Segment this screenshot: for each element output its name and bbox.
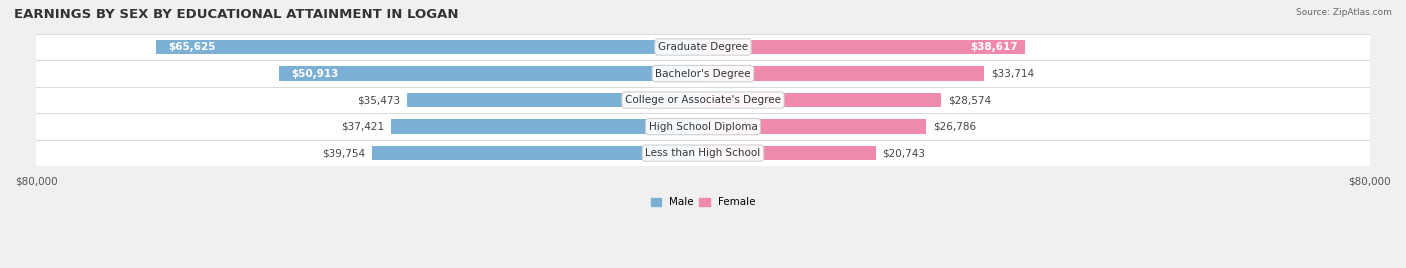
Bar: [408, 93, 703, 107]
Bar: [37, 87, 1369, 113]
Legend: Male, Female: Male, Female: [647, 193, 759, 211]
Bar: [703, 40, 1025, 54]
Text: $50,913: $50,913: [291, 69, 339, 79]
Text: $65,625: $65,625: [169, 42, 217, 52]
Text: College or Associate's Degree: College or Associate's Degree: [626, 95, 780, 105]
Bar: [278, 66, 703, 81]
Text: $38,617: $38,617: [970, 42, 1018, 52]
Text: Bachelor's Degree: Bachelor's Degree: [655, 69, 751, 79]
Text: $20,743: $20,743: [883, 148, 925, 158]
Bar: [37, 140, 1369, 166]
Bar: [703, 66, 984, 81]
Bar: [391, 119, 703, 134]
Text: $33,714: $33,714: [991, 69, 1033, 79]
Text: Source: ZipAtlas.com: Source: ZipAtlas.com: [1296, 8, 1392, 17]
Text: EARNINGS BY SEX BY EDUCATIONAL ATTAINMENT IN LOGAN: EARNINGS BY SEX BY EDUCATIONAL ATTAINMEN…: [14, 8, 458, 21]
Text: $26,786: $26,786: [934, 122, 976, 132]
Bar: [703, 146, 876, 161]
Text: Less than High School: Less than High School: [645, 148, 761, 158]
Bar: [37, 113, 1369, 140]
Text: $37,421: $37,421: [342, 122, 384, 132]
Bar: [156, 40, 703, 54]
Bar: [371, 146, 703, 161]
Text: $35,473: $35,473: [357, 95, 401, 105]
Bar: [703, 119, 927, 134]
Text: Graduate Degree: Graduate Degree: [658, 42, 748, 52]
Bar: [703, 93, 941, 107]
Bar: [37, 34, 1369, 60]
Text: $39,754: $39,754: [322, 148, 366, 158]
Text: High School Diploma: High School Diploma: [648, 122, 758, 132]
Text: $28,574: $28,574: [948, 95, 991, 105]
Bar: [37, 60, 1369, 87]
